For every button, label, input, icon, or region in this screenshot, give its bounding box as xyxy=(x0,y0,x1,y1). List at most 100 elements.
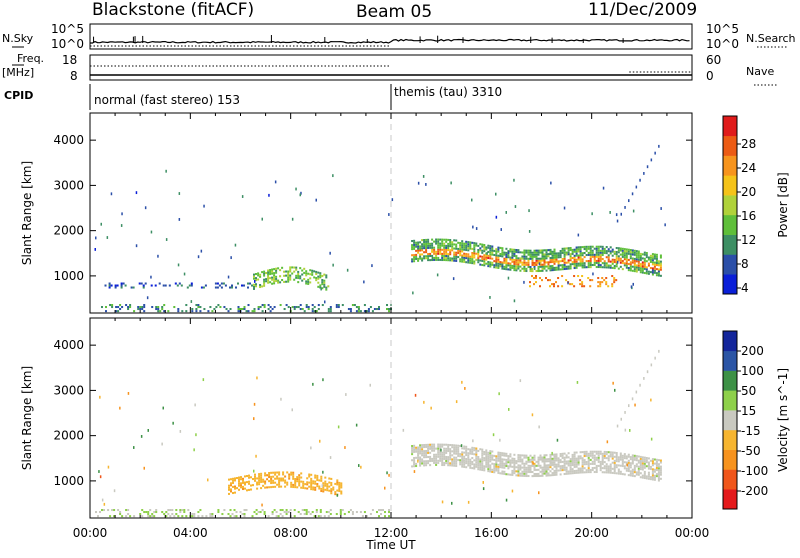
heatmap-cell xyxy=(541,458,544,461)
heatmap-cell xyxy=(445,238,448,241)
heatmap-cell xyxy=(481,448,484,451)
heatmap-cell xyxy=(455,452,458,455)
heatmap-cell xyxy=(653,458,656,461)
heatmap-cell xyxy=(388,308,391,311)
heatmap-cell xyxy=(635,390,638,394)
heatmap-cell xyxy=(423,245,426,248)
heatmap-cell xyxy=(635,268,638,271)
heatmap-cell xyxy=(269,281,272,284)
heatmap-cell xyxy=(315,279,318,282)
heatmap-cell xyxy=(555,256,558,259)
heatmap-cell xyxy=(411,258,414,261)
heatmap-cell xyxy=(451,259,454,262)
heatmap-cell xyxy=(367,310,370,313)
heatmap-cell xyxy=(445,451,448,454)
velocity-heatmap-cells xyxy=(95,349,662,518)
heatmap-cell xyxy=(453,450,456,453)
heatmap-cell xyxy=(621,249,624,252)
heatmap-cell xyxy=(573,275,576,278)
heatmap-cell xyxy=(497,469,500,472)
heatmap-cell xyxy=(477,464,480,467)
heatmap-cell xyxy=(287,274,290,277)
heatmap-cell xyxy=(657,274,660,277)
heatmap-cell xyxy=(305,282,308,285)
heatmap-cell xyxy=(561,469,564,472)
heatmap-cell xyxy=(573,285,576,288)
heatmap-cell xyxy=(473,260,476,263)
sky-trace xyxy=(90,35,690,47)
heatmap-cell xyxy=(623,254,626,257)
heatmap-cell xyxy=(143,466,145,470)
heatmap-cell xyxy=(613,277,616,280)
sky-tick-top: 10^5 xyxy=(51,22,84,36)
heatmap-cell xyxy=(431,459,434,462)
heatmap-cell xyxy=(553,252,556,255)
heatmap-cell xyxy=(279,509,282,512)
heatmap-cell xyxy=(307,308,310,311)
heatmap-cell xyxy=(473,242,476,245)
heatmap-cell xyxy=(501,458,504,461)
heatmap-cell xyxy=(242,488,245,491)
heatmap-cell xyxy=(627,470,630,473)
heatmap-cell xyxy=(475,244,478,247)
heatmap-cell xyxy=(451,245,454,248)
heatmap-cell xyxy=(429,246,432,249)
heatmap-cell xyxy=(430,406,432,410)
heatmap-cell xyxy=(451,257,454,260)
heatmap-cell xyxy=(451,444,454,447)
heatmap-cell xyxy=(599,463,602,466)
heatmap-cell xyxy=(417,452,420,455)
heatmap-cell xyxy=(233,515,236,518)
heatmap-cell xyxy=(555,455,558,458)
heatmap-cell xyxy=(547,460,550,463)
heatmap-cell xyxy=(255,277,258,280)
heatmap-cell xyxy=(191,513,194,516)
heatmap-cell xyxy=(265,280,268,283)
heatmap-cell xyxy=(386,304,389,307)
heatmap-cell xyxy=(469,261,472,264)
heatmap-cell xyxy=(487,254,490,257)
heatmap-cell xyxy=(601,247,604,250)
heatmap-cell xyxy=(519,454,522,457)
heatmap-cell xyxy=(617,249,620,252)
heatmap-cell xyxy=(276,475,279,478)
heatmap-cell xyxy=(104,284,107,287)
heatmap-cell xyxy=(319,515,322,518)
heatmap-cell xyxy=(175,509,178,512)
heatmap-cell xyxy=(191,308,194,311)
heatmap-cell xyxy=(263,272,266,275)
heatmap-cell xyxy=(207,478,209,482)
heatmap-cell xyxy=(605,451,608,454)
heatmap-cell xyxy=(511,489,514,493)
heatmap-cell xyxy=(455,458,458,461)
heatmap-cell xyxy=(555,463,558,466)
heatmap-cell xyxy=(585,452,588,455)
heatmap-cell xyxy=(523,255,526,258)
heatmap-cell xyxy=(216,286,219,289)
heatmap-cell xyxy=(555,471,558,474)
heatmap-cell xyxy=(463,258,466,261)
heatmap-cell xyxy=(431,250,434,253)
heatmap-cell xyxy=(285,513,288,516)
heatmap-cell xyxy=(417,450,420,453)
heatmap-cell xyxy=(583,471,586,474)
heatmap-cell xyxy=(538,425,540,429)
heatmap-cell xyxy=(339,511,342,514)
heatmap-cell xyxy=(549,279,552,282)
heatmap-cell xyxy=(433,461,436,464)
heatmap-cell xyxy=(555,453,558,456)
heatmap-cell xyxy=(159,310,162,313)
heatmap-cell xyxy=(529,266,532,269)
heatmap-cell xyxy=(271,268,274,271)
heatmap-cell xyxy=(627,461,630,464)
heatmap-cell xyxy=(625,264,628,267)
heatmap-cell xyxy=(557,457,560,460)
heatmap-cell xyxy=(177,310,180,313)
heatmap-cell xyxy=(475,463,478,466)
heatmap-cell xyxy=(501,265,504,268)
heatmap-cell xyxy=(258,477,261,480)
heatmap-cell xyxy=(575,469,578,472)
heatmap-cell xyxy=(473,254,476,257)
heatmap-cell xyxy=(339,509,342,512)
heatmap-cell xyxy=(501,472,504,475)
